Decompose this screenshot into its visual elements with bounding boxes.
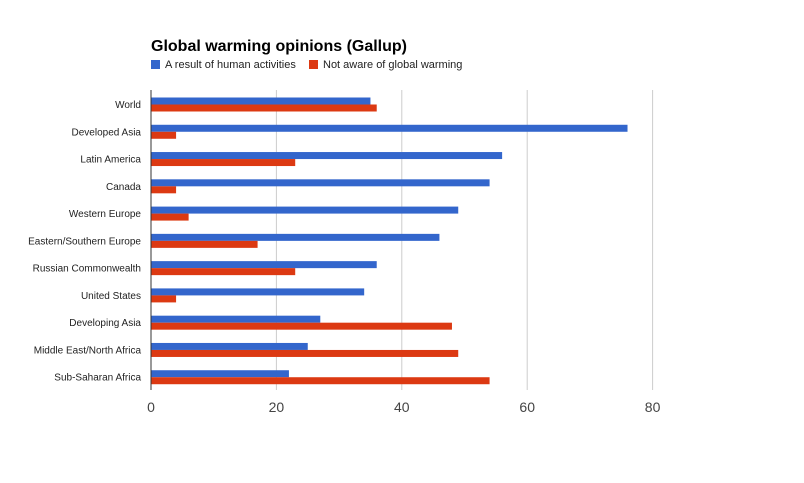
bar-human-activities <box>151 315 321 323</box>
category-label: Eastern/Southern Europe <box>28 236 141 247</box>
bar-not-aware <box>151 213 189 221</box>
category-label: Sub-Saharan Africa <box>54 373 141 384</box>
x-tick-label: 40 <box>394 399 410 415</box>
legend-label-human-activities: A result of human activities <box>165 59 296 71</box>
category-label: Developing Asia <box>69 318 141 329</box>
x-tick-label: 20 <box>269 399 285 415</box>
bar-not-aware <box>151 186 177 194</box>
bar-human-activities <box>151 97 371 105</box>
bar-human-activities <box>151 179 490 187</box>
bar-human-activities <box>151 152 503 160</box>
x-tick-label: 80 <box>645 399 661 415</box>
category-label: United States <box>81 291 141 302</box>
legend-swatch-not-aware <box>309 60 318 69</box>
bar-human-activities <box>151 370 289 378</box>
category-label: Developed Asia <box>72 127 142 138</box>
category-label: Latin America <box>80 155 141 166</box>
bar-human-activities <box>151 206 459 214</box>
x-tick-label: 0 <box>147 399 155 415</box>
x-tick-label: 60 <box>519 399 535 415</box>
bar-not-aware <box>151 131 177 139</box>
bar-human-activities <box>151 342 308 350</box>
bar-not-aware <box>151 377 490 385</box>
chart-title: Global warming opinions (Gallup) <box>151 38 407 55</box>
bar-not-aware <box>151 322 452 330</box>
bar-not-aware <box>151 159 296 167</box>
bar-human-activities <box>151 288 365 296</box>
bar-not-aware <box>151 240 258 248</box>
bar-not-aware <box>151 104 377 112</box>
bar-not-aware <box>151 295 177 303</box>
category-label: Western Europe <box>69 209 142 220</box>
bar-human-activities <box>151 124 628 132</box>
category-labels: World Developed Asia Latin America Canada We… <box>28 100 141 384</box>
bar-not-aware <box>151 268 296 276</box>
category-label: Canada <box>106 182 141 193</box>
tick-labels: 0 20 40 60 80 <box>147 399 660 415</box>
bars <box>151 97 628 385</box>
bar-not-aware <box>151 349 459 357</box>
category-label: World <box>115 100 141 111</box>
category-label: Middle East/North Africa <box>34 345 142 356</box>
legend: A result of human activities Not aware o… <box>151 59 462 71</box>
bar-human-activities <box>151 261 377 269</box>
category-label: Russian Commonwealth <box>33 264 141 275</box>
legend-swatch-human-activities <box>151 60 160 69</box>
legend-label-not-aware: Not aware of global warming <box>323 59 462 71</box>
bar-human-activities <box>151 233 440 241</box>
